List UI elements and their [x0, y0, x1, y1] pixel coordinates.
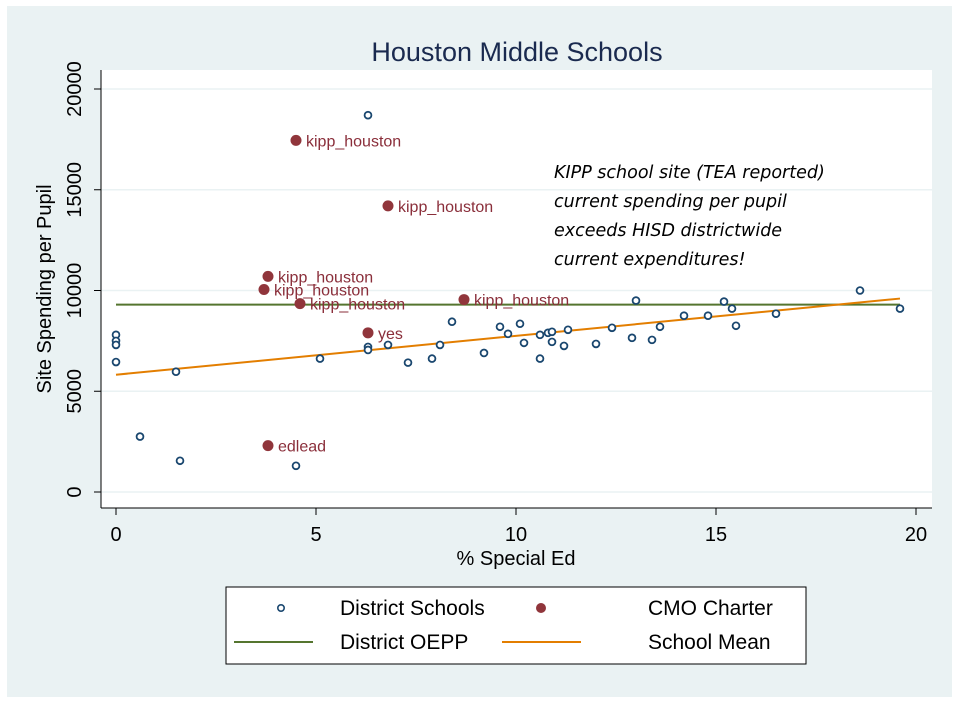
y-tick-label: 0 [64, 486, 86, 497]
district-school-point [135, 432, 145, 441]
district-school-point [655, 322, 665, 332]
cmo-charter-point [294, 298, 306, 310]
cmo-point-label: kipp_houston [306, 133, 401, 150]
district-school-point [855, 286, 865, 295]
gridlines [101, 88, 932, 493]
annotation-line: current spending per pupil [554, 192, 787, 212]
district-school-point [535, 354, 545, 363]
district-school-point [111, 357, 121, 367]
legend-district-oepp-label: District OEPP [340, 631, 468, 654]
legend-district-schools-marker [276, 603, 285, 612]
cmo-point-label: kipp_houston [398, 199, 493, 216]
cmo-charter-point [290, 134, 302, 146]
district-school-point [627, 333, 637, 343]
district-school-point [727, 304, 737, 313]
district-school-point [679, 311, 689, 320]
cmo-point-label: kipp_houston [474, 293, 569, 310]
district-school-point [495, 322, 505, 332]
cmo-charter-point [262, 270, 274, 282]
legend-school-mean-label: School Mean [648, 631, 771, 654]
district-school-point [363, 110, 373, 120]
district-school-point [631, 296, 641, 305]
annotation-line: current expenditures! [554, 250, 746, 270]
y-tick-label: 5000 [64, 369, 86, 414]
district-school-point [731, 321, 741, 331]
district-school-point [111, 340, 121, 350]
annotation-line: KIPP school site (TEA reported) [554, 163, 825, 183]
district-school-point [479, 348, 489, 358]
district-school-point [563, 325, 573, 335]
cmo-charter-points: kipp_houstonkipp_houstonkipp_houstonkipp… [258, 133, 569, 456]
annotation: KIPP school site (TEA reported) current … [554, 163, 825, 270]
legend-box [225, 586, 807, 665]
district-school-point [719, 297, 729, 306]
district-school-point [503, 329, 513, 339]
district-school-point [171, 367, 181, 377]
cmo-point-label: edlead [278, 439, 326, 456]
cmo-charter-point [458, 294, 470, 306]
district-school-point [519, 338, 529, 348]
y-axis-title: Site Spending per Pupil [34, 184, 56, 393]
district-school-point [427, 354, 437, 363]
legend: District Schools CMO Charter District OE… [225, 586, 807, 665]
y-axis-ticks: 0 5000 10000 15000 20000 [64, 61, 101, 498]
x-tick-label: 5 [310, 524, 321, 546]
district-school-point [771, 309, 781, 318]
cmo-point-label: yes [378, 326, 403, 343]
cmo-point-label: kipp_houston [274, 282, 369, 299]
district-school-point [703, 311, 713, 320]
district-school-point [403, 358, 413, 367]
district-school-point [547, 337, 557, 347]
district-school-point [547, 327, 557, 337]
y-tick-label: 15000 [64, 162, 86, 218]
district-school-point [607, 323, 617, 333]
x-tick-label: 20 [905, 524, 927, 546]
district-school-point [363, 345, 373, 355]
district-school-point [435, 340, 445, 350]
legend-district-schools-label: District Schools [340, 597, 485, 620]
cmo-charter-point [382, 200, 394, 212]
legend-cmo-charter-marker [536, 603, 546, 613]
plot-area [101, 70, 932, 508]
district-school-point [383, 340, 393, 350]
district-school-point [175, 456, 185, 466]
x-tick-label: 10 [505, 524, 527, 546]
cmo-charter-point [258, 283, 270, 295]
district-school-point [515, 319, 525, 329]
district-school-point [895, 304, 905, 313]
district-school-point [647, 335, 657, 345]
cmo-charter-point [362, 327, 374, 339]
district-school-point [447, 317, 457, 327]
y-tick-label: 20000 [64, 61, 86, 117]
x-tick-label: 0 [110, 524, 121, 546]
district-school-point [291, 461, 301, 471]
cmo-point-label: kipp_houston [278, 269, 373, 286]
district-school-point [535, 330, 545, 340]
annotation-line: exceeds HISD districtwide [554, 221, 782, 241]
legend-cmo-charter-label: CMO Charter [648, 597, 773, 620]
x-tick-label: 15 [705, 524, 727, 546]
x-axis-ticks: 0 5 10 15 20 [110, 508, 927, 546]
district-school-point [591, 339, 601, 349]
x-axis-title: % Special Ed [457, 548, 576, 570]
chart-title: Houston Middle Schools [371, 37, 662, 67]
cmo-point-label: kipp_houston [310, 297, 405, 314]
district-schools-points [111, 110, 905, 471]
cmo-charter-point [262, 440, 274, 452]
district-school-point [559, 341, 569, 351]
y-tick-label: 10000 [64, 263, 86, 319]
district-school-point [315, 354, 325, 363]
